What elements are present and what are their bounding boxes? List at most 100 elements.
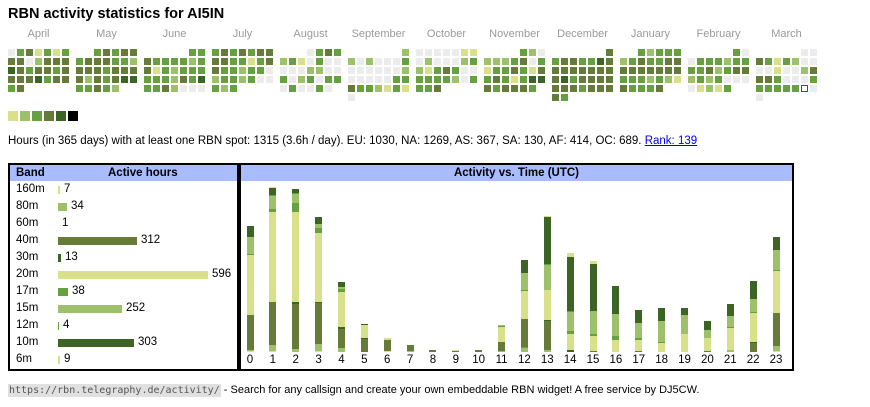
day-cell[interactable] xyxy=(76,76,83,83)
day-cell[interactable] xyxy=(638,67,645,74)
day-cell[interactable] xyxy=(280,85,287,92)
day-cell[interactable] xyxy=(248,49,255,56)
day-cell[interactable] xyxy=(484,58,491,65)
day-cell[interactable] xyxy=(674,76,681,83)
day-cell[interactable] xyxy=(606,67,613,74)
day-cell[interactable] xyxy=(688,85,695,92)
day-cell[interactable] xyxy=(502,76,509,83)
day-cell[interactable] xyxy=(733,76,740,83)
day-cell[interactable] xyxy=(425,67,432,74)
day-cell[interactable] xyxy=(307,85,314,92)
day-cell[interactable] xyxy=(638,76,645,83)
day-cell[interactable] xyxy=(792,85,799,92)
day-cell[interactable] xyxy=(189,58,196,65)
day-cell[interactable] xyxy=(715,76,722,83)
day-cell[interactable] xyxy=(443,58,450,65)
day-cell[interactable] xyxy=(316,58,323,65)
day-cell[interactable] xyxy=(17,67,24,74)
day-cell[interactable] xyxy=(94,67,101,74)
day-cell[interactable] xyxy=(62,76,69,83)
day-cell[interactable] xyxy=(792,58,799,65)
day-cell[interactable] xyxy=(357,58,364,65)
day-cell[interactable] xyxy=(94,49,101,56)
day-cell[interactable] xyxy=(8,58,15,65)
day-cell[interactable] xyxy=(162,58,169,65)
day-cell[interactable] xyxy=(810,85,817,92)
day-cell[interactable] xyxy=(144,76,151,83)
day-cell[interactable] xyxy=(180,58,187,65)
day-cell[interactable] xyxy=(35,76,42,83)
day-cell[interactable] xyxy=(85,58,92,65)
day-cell[interactable] xyxy=(783,58,790,65)
day-cell[interactable] xyxy=(706,85,713,92)
day-cell[interactable] xyxy=(17,58,24,65)
day-cell[interactable] xyxy=(801,58,808,65)
day-cell[interactable] xyxy=(783,85,790,92)
day-cell[interactable] xyxy=(688,76,695,83)
day-cell[interactable] xyxy=(470,49,477,56)
day-cell[interactable] xyxy=(76,58,83,65)
day-cell[interactable] xyxy=(348,94,355,101)
day-cell[interactable] xyxy=(266,49,273,56)
day-cell[interactable] xyxy=(393,85,400,92)
day-cell[interactable] xyxy=(307,49,314,56)
day-cell[interactable] xyxy=(44,67,51,74)
day-cell[interactable] xyxy=(774,76,781,83)
day-cell[interactable] xyxy=(384,85,391,92)
day-cell[interactable] xyxy=(674,58,681,65)
day-cell[interactable] xyxy=(647,76,654,83)
day-cell[interactable] xyxy=(425,58,432,65)
day-cell[interactable] xyxy=(783,76,790,83)
day-cell[interactable] xyxy=(656,67,663,74)
day-cell[interactable] xyxy=(212,85,219,92)
day-cell[interactable] xyxy=(298,58,305,65)
day-cell[interactable] xyxy=(774,58,781,65)
day-cell[interactable] xyxy=(230,49,237,56)
day-cell[interactable] xyxy=(334,58,341,65)
day-cell[interactable] xyxy=(647,67,654,74)
day-cell[interactable] xyxy=(248,67,255,74)
day-cell[interactable] xyxy=(130,76,137,83)
day-cell[interactable] xyxy=(801,49,808,56)
day-cell[interactable] xyxy=(697,76,704,83)
day-cell[interactable] xyxy=(94,58,101,65)
day-cell[interactable] xyxy=(674,49,681,56)
day-cell[interactable] xyxy=(792,76,799,83)
day-cell[interactable] xyxy=(765,58,772,65)
day-cell[interactable] xyxy=(647,85,654,92)
day-cell[interactable] xyxy=(697,67,704,74)
day-cell[interactable] xyxy=(402,76,409,83)
day-cell[interactable] xyxy=(53,67,60,74)
day-cell[interactable] xyxy=(461,49,468,56)
day-cell[interactable] xyxy=(561,85,568,92)
day-cell[interactable] xyxy=(230,85,237,92)
day-cell[interactable] xyxy=(8,85,15,92)
day-cell[interactable] xyxy=(520,85,527,92)
day-cell[interactable] xyxy=(416,85,423,92)
day-cell[interactable] xyxy=(189,67,196,74)
day-cell[interactable] xyxy=(130,58,137,65)
day-cell[interactable] xyxy=(665,49,672,56)
day-cell[interactable] xyxy=(570,58,577,65)
day-cell[interactable] xyxy=(257,67,264,74)
day-cell[interactable] xyxy=(552,58,559,65)
day-cell[interactable] xyxy=(416,76,423,83)
day-cell[interactable] xyxy=(502,85,509,92)
day-cell[interactable] xyxy=(588,76,595,83)
day-cell[interactable] xyxy=(756,85,763,92)
day-cell[interactable] xyxy=(53,49,60,56)
day-cell[interactable] xyxy=(724,58,731,65)
day-cell[interactable] xyxy=(647,49,654,56)
day-cell[interactable] xyxy=(248,58,255,65)
day-cell[interactable] xyxy=(94,85,101,92)
day-cell[interactable] xyxy=(130,67,137,74)
day-cell[interactable] xyxy=(180,76,187,83)
day-cell[interactable] xyxy=(529,76,536,83)
day-cell[interactable] xyxy=(348,58,355,65)
day-cell[interactable] xyxy=(688,58,695,65)
day-cell[interactable] xyxy=(325,85,332,92)
day-cell[interactable] xyxy=(248,76,255,83)
day-cell[interactable] xyxy=(325,58,332,65)
day-cell[interactable] xyxy=(212,76,219,83)
day-cell[interactable] xyxy=(325,49,332,56)
